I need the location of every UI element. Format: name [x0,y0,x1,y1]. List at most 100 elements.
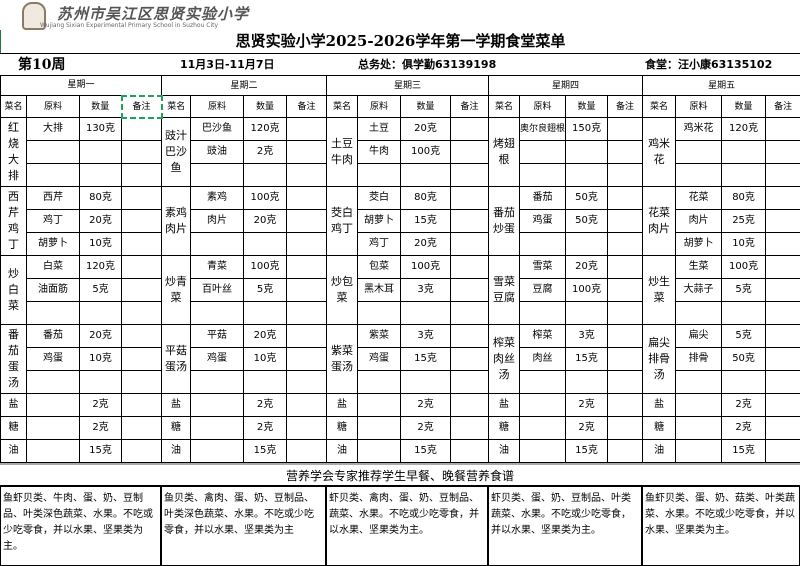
ingredient-cell[interactable]: 土豆 [357,117,402,141]
remark-cell[interactable] [450,163,490,187]
remark-cell[interactable] [607,439,644,463]
remark-cell[interactable] [286,117,328,141]
remark-cell[interactable] [765,186,800,210]
remark-cell[interactable] [607,163,644,187]
quantity-cell[interactable]: 100克 [243,255,288,279]
remark-cell[interactable] [286,163,328,187]
remark-cell[interactable] [450,186,490,210]
quantity-cell[interactable]: 150克 [565,117,609,141]
quantity-cell[interactable]: 2克 [79,416,122,440]
seasoning-name[interactable]: 油 [326,439,359,463]
ingredient-cell[interactable] [190,301,245,325]
ingredient-cell[interactable]: 茭白 [357,186,402,210]
quantity-cell[interactable]: 2克 [565,393,609,417]
remark-cell[interactable] [120,439,163,463]
ingredient-cell[interactable] [519,370,567,394]
dish-name[interactable]: 素鸡肉片 [161,186,192,256]
quantity-cell[interactable]: 130克 [79,117,122,141]
ingredient-cell[interactable] [675,163,723,187]
quantity-cell[interactable]: 100克 [565,278,609,302]
remark-cell[interactable] [450,209,490,233]
remark-cell[interactable] [286,209,328,233]
ingredient-cell[interactable]: 奥尔良翅根 [519,117,567,141]
remark-cell[interactable] [450,370,490,394]
day-header[interactable]: 星期二 [161,75,328,96]
ingredient-cell[interactable]: 番茄 [519,186,567,210]
quantity-cell[interactable]: 15克 [721,439,767,463]
seasoning-name[interactable]: 糖 [326,416,359,440]
remark-cell[interactable] [607,255,644,279]
ingredient-cell[interactable] [26,416,80,440]
dish-name[interactable]: 番茄蛋汤 [0,324,27,394]
day-header[interactable]: 星期五 [642,75,800,96]
remark-cell[interactable] [286,255,328,279]
remark-cell[interactable] [607,186,644,210]
quantity-cell[interactable] [565,370,609,394]
ingredient-cell[interactable]: 榨菜 [519,324,567,348]
quantity-cell[interactable]: 2克 [721,416,767,440]
column-header[interactable]: 原料 [26,95,80,118]
remark-cell[interactable] [450,255,490,279]
seasoning-name[interactable]: 油 [488,439,521,463]
ingredient-cell[interactable] [519,416,567,440]
dish-name[interactable]: 花菜肉片 [642,186,677,256]
ingredient-cell[interactable]: 豉油 [190,140,245,164]
dish-name[interactable]: 雪菜豆腐 [488,255,521,325]
quantity-cell[interactable]: 5克 [721,324,767,348]
ingredient-cell[interactable]: 生菜 [675,255,723,279]
remark-cell[interactable] [765,324,800,348]
ingredient-cell[interactable] [675,370,723,394]
quantity-cell[interactable]: 2克 [565,416,609,440]
ingredient-cell[interactable]: 排骨 [675,347,723,371]
dish-name[interactable]: 炒生菜 [642,255,677,325]
ingredient-cell[interactable]: 油面筋 [26,278,80,302]
remark-cell[interactable] [286,186,328,210]
quantity-cell[interactable]: 3克 [400,278,452,302]
quantity-cell[interactable]: 50克 [565,209,609,233]
quantity-cell[interactable]: 20克 [79,324,122,348]
remark-cell[interactable] [120,140,163,164]
quantity-cell[interactable]: 50克 [565,186,609,210]
quantity-cell[interactable]: 20克 [565,255,609,279]
quantity-cell[interactable]: 10克 [721,232,767,256]
ingredient-cell[interactable] [357,301,402,325]
ingredient-cell[interactable]: 鸡蛋 [357,347,402,371]
ingredient-cell[interactable]: 肉片 [190,209,245,233]
ingredient-cell[interactable]: 胡萝卜 [675,232,723,256]
ingredient-cell[interactable]: 胡萝卜 [26,232,80,256]
quantity-cell[interactable] [721,140,767,164]
dish-name[interactable]: 土豆牛肉 [326,117,359,187]
ingredient-cell[interactable] [26,140,80,164]
quantity-cell[interactable]: 2克 [243,140,288,164]
quantity-cell[interactable]: 120克 [721,117,767,141]
remark-cell[interactable] [120,278,163,302]
quantity-cell[interactable] [243,232,288,256]
ingredient-cell[interactable]: 百叶丝 [190,278,245,302]
remark-cell[interactable] [607,301,644,325]
remark-cell[interactable] [450,393,490,417]
seasoning-name[interactable]: 盐 [642,393,677,417]
ingredient-cell[interactable]: 白菜 [26,255,80,279]
quantity-cell[interactable]: 2克 [79,393,122,417]
quantity-cell[interactable]: 2克 [243,393,288,417]
dish-name[interactable]: 炒白菜 [0,255,27,325]
quantity-cell[interactable] [721,370,767,394]
ingredient-cell[interactable] [26,163,80,187]
seasoning-name[interactable]: 盐 [0,393,27,417]
ingredient-cell[interactable]: 黑木耳 [357,278,402,302]
remark-cell[interactable] [765,232,800,256]
quantity-cell[interactable] [721,163,767,187]
quantity-cell[interactable]: 80克 [721,186,767,210]
ingredient-cell[interactable] [519,163,567,187]
remark-cell[interactable] [286,439,328,463]
ingredient-cell[interactable] [26,439,80,463]
remark-cell[interactable] [120,232,163,256]
remark-cell[interactable] [765,416,800,440]
seasoning-name[interactable]: 糖 [0,416,27,440]
remark-cell[interactable] [607,209,644,233]
remark-cell[interactable] [607,140,644,164]
remark-cell[interactable] [607,232,644,256]
column-header[interactable]: 备注 [765,95,800,118]
remark-cell[interactable] [120,255,163,279]
quantity-cell[interactable]: 15克 [565,439,609,463]
